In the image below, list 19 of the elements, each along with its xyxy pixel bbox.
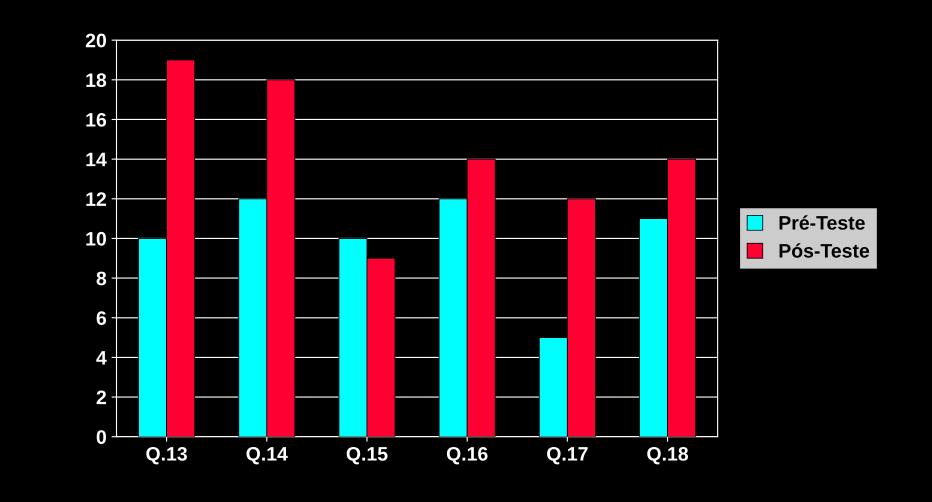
x-tick-label: Q.18 (647, 446, 688, 464)
y-tick-label: 8 (96, 272, 106, 286)
legend-label: Pré-Teste (780, 215, 865, 230)
x-tick-label: Q.16 (446, 446, 488, 464)
x-tick-label: Q.13 (146, 446, 187, 464)
x-tick-label: Q.15 (346, 446, 388, 464)
y-tick-label: 16 (86, 112, 106, 127)
y-tick-label: 18 (86, 73, 106, 88)
legend-label: Pós-Teste (780, 243, 870, 258)
y-tick-label: 0 (96, 430, 106, 444)
y-tick-label: 14 (86, 152, 107, 166)
y-tick-label: 12 (86, 192, 106, 206)
y-tick-label: 10 (86, 232, 106, 246)
x-tick-label: Q.17 (547, 446, 588, 464)
y-tick-label: 2 (96, 390, 106, 404)
y-tick-label: 4 (96, 351, 107, 364)
y-tick-label: 20 (86, 34, 106, 48)
y-tick-label: 6 (96, 311, 106, 326)
x-tick-label: Q.14 (246, 446, 288, 464)
